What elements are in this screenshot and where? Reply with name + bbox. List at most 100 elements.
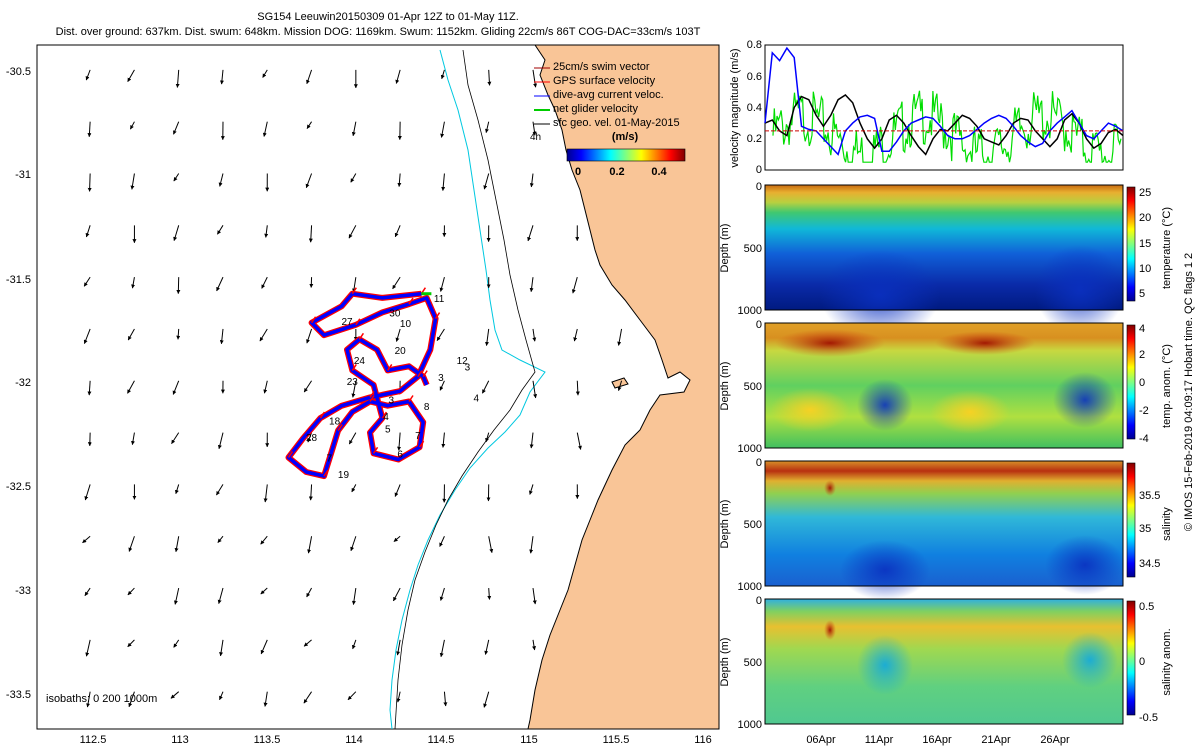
current-vector [532, 121, 537, 136]
sanom-feature [1062, 632, 1118, 688]
map-xtick-label: 114 [345, 734, 363, 746]
current-vector [261, 276, 268, 289]
current-vector [84, 484, 91, 501]
track-label: 3 [465, 362, 471, 373]
section-ytick: 0 [756, 319, 762, 331]
current-vector [131, 432, 135, 446]
map-ytick-label: -32.5 [6, 481, 31, 493]
current-vector [216, 276, 224, 292]
current-vector [127, 380, 135, 394]
section-ytick: 500 [744, 519, 762, 531]
current-vector [85, 639, 91, 657]
section-ylabel: Depth (m) [719, 224, 731, 273]
map-xtick-label: 113.5 [254, 734, 281, 746]
track-label: 11 [434, 294, 445, 305]
current-vector [217, 225, 224, 235]
colorbar-tick-0: 0 [575, 166, 581, 178]
section-ytick: 1000 [738, 443, 762, 455]
current-vector [260, 587, 268, 595]
cb-tick: 0.5 [1139, 601, 1154, 613]
gps-velocity-tick [381, 411, 388, 419]
current-vector [488, 536, 494, 554]
current-vector [174, 484, 180, 495]
current-vector [617, 328, 623, 346]
current-vector [575, 380, 580, 396]
current-vector [481, 380, 490, 394]
current-vector [82, 535, 91, 544]
current-vector [128, 691, 135, 708]
cb-tick: 20 [1139, 212, 1151, 224]
current-vector [308, 484, 313, 501]
track-label: 24 [354, 356, 366, 367]
track-label: 30 [389, 309, 401, 320]
cb-tick: 0 [1139, 656, 1145, 668]
track-label: 28 [306, 433, 318, 444]
current-vector [303, 639, 312, 647]
current-vector [617, 380, 623, 391]
current-vector [351, 121, 357, 137]
tanom-cold-feature [857, 379, 913, 431]
cb-tick: 4 [1139, 323, 1145, 335]
map-y-axis: -30.5 -31 -31.5 -32 -32.5 -33 -33.5 [6, 66, 31, 701]
vel-ytick: 0.6 [747, 71, 762, 83]
map-legend: 25cm/s swim vector GPS surface velocity … [530, 61, 686, 178]
current-vector [85, 225, 91, 238]
current-vector [218, 173, 224, 187]
current-vector [86, 691, 91, 708]
sanom-feature [857, 635, 913, 695]
sanom-spike [824, 620, 836, 640]
current-vector [529, 432, 534, 449]
track-label: 7 [327, 454, 333, 465]
map-ytick-label: -30.5 [6, 66, 31, 78]
current-vector [532, 639, 537, 651]
current-vector [219, 639, 224, 657]
current-vector [529, 173, 534, 188]
cb-tick: 10 [1139, 263, 1151, 275]
map-xtick-label: 113 [171, 734, 189, 746]
temp-anom-axes [764, 322, 1124, 449]
cb-tick: 35 [1139, 523, 1151, 535]
current-vector [306, 587, 313, 598]
current-vector [396, 639, 401, 656]
cb-label: temperature (°C) [1161, 207, 1173, 289]
current-vector [306, 69, 313, 85]
section-ytick: 500 [744, 381, 762, 393]
current-vector [483, 173, 490, 190]
cb-tick: 25 [1139, 187, 1151, 199]
isobaths-label: isobaths: 0 200 1000m [46, 693, 157, 705]
vel-ytick: 0 [756, 164, 762, 176]
current-vector [348, 225, 357, 239]
current-vector [87, 173, 92, 192]
colorbar-tick-2: 0.4 [651, 166, 667, 178]
isobath-1000 [394, 49, 536, 729]
current-vector [484, 328, 490, 346]
track-label: 3 [389, 396, 395, 407]
vector-field [82, 69, 623, 708]
gps-velocity-tick [310, 316, 317, 324]
temp-anom-cb-ticks: 4 2 0 -2 -4 [1139, 323, 1149, 445]
gps-velocity-tick [355, 318, 361, 326]
map-ytick-label: -32 [15, 377, 31, 389]
temp-deep-feature [820, 250, 940, 340]
current-vector [440, 69, 445, 80]
gps-velocity-tick [351, 287, 357, 295]
vel-ytick: 0.4 [747, 102, 762, 114]
section-ytick: 1000 [738, 581, 762, 593]
current-vector [219, 691, 224, 701]
sal-deep-feature [840, 540, 930, 600]
section-ytick: 0 [756, 181, 762, 193]
current-vector [127, 587, 135, 596]
sal-spike [824, 480, 836, 496]
gps-velocity-tick [419, 440, 425, 448]
current-vector [350, 536, 357, 552]
gps-velocity-tick [387, 364, 393, 371]
current-vector [217, 535, 224, 543]
current-vector [219, 69, 224, 85]
annot-4h: 4h [530, 132, 541, 143]
current-vector [351, 380, 357, 398]
velocity-axes [764, 44, 1124, 171]
legend-dac: dive-avg current veloc. [553, 89, 664, 101]
legend-gps: GPS surface velocity [553, 75, 656, 87]
temp-deep-feature [1035, 245, 1125, 335]
